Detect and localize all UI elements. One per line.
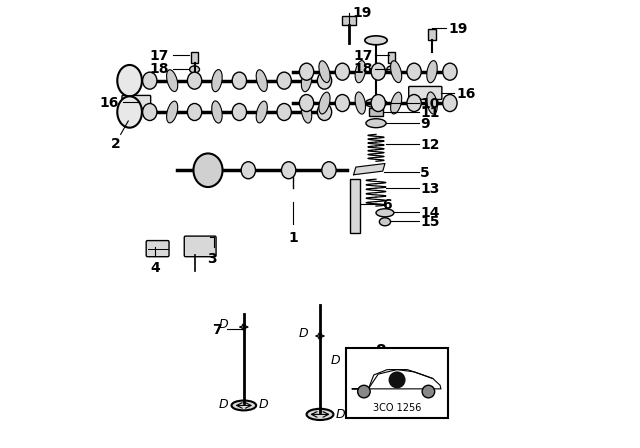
Text: D: D [218,397,228,411]
Ellipse shape [143,103,157,121]
Ellipse shape [365,36,387,45]
Text: 4: 4 [150,261,160,275]
Ellipse shape [117,96,142,128]
Ellipse shape [319,61,330,82]
Ellipse shape [256,70,268,91]
Ellipse shape [189,66,200,73]
Ellipse shape [301,69,312,92]
Polygon shape [352,370,441,389]
Ellipse shape [256,101,268,123]
Text: 13: 13 [420,182,440,196]
Ellipse shape [193,153,223,187]
Ellipse shape [427,92,437,114]
Bar [342,16,356,25]
FancyBboxPatch shape [184,236,216,257]
Polygon shape [353,164,385,175]
Bar [191,52,198,63]
Ellipse shape [277,72,291,89]
FancyBboxPatch shape [409,86,442,99]
Ellipse shape [232,103,246,121]
Ellipse shape [317,72,332,89]
Text: 19: 19 [352,5,372,20]
Ellipse shape [241,162,255,179]
Text: 18: 18 [149,62,168,77]
Text: 7: 7 [212,323,221,337]
FancyBboxPatch shape [122,95,150,108]
Ellipse shape [188,103,202,121]
Text: 12: 12 [420,138,440,152]
Text: 16: 16 [99,95,118,110]
Text: 5: 5 [420,166,430,180]
Ellipse shape [188,72,202,89]
Text: D: D [218,318,228,332]
Text: 11: 11 [420,106,440,121]
Circle shape [422,385,435,398]
Text: 9: 9 [420,117,430,131]
Ellipse shape [166,101,178,123]
Text: 17: 17 [149,49,168,63]
Ellipse shape [407,95,421,112]
Text: D: D [331,354,340,367]
Ellipse shape [301,101,312,123]
Ellipse shape [427,60,437,83]
Bar [388,52,396,63]
Ellipse shape [166,70,178,91]
Ellipse shape [232,401,256,410]
Text: D: D [299,327,308,340]
Circle shape [388,371,406,388]
Ellipse shape [376,209,394,217]
Text: 10: 10 [420,97,440,111]
Text: 15: 15 [420,215,440,229]
Text: 16: 16 [456,86,476,101]
Bar [369,108,383,116]
Bar [351,179,360,233]
Bar [346,348,448,418]
Ellipse shape [143,72,157,89]
Circle shape [358,385,370,398]
Text: 17: 17 [353,49,373,63]
Ellipse shape [212,69,222,92]
Ellipse shape [387,66,397,73]
Bar [428,29,436,40]
Ellipse shape [365,99,387,108]
Text: 3: 3 [207,252,216,266]
FancyBboxPatch shape [146,241,169,257]
Ellipse shape [407,63,421,80]
Ellipse shape [443,63,457,80]
Ellipse shape [319,92,330,114]
Ellipse shape [366,119,386,128]
Ellipse shape [322,162,336,179]
Text: 2: 2 [111,137,121,151]
Text: 18: 18 [353,62,373,77]
Ellipse shape [317,103,332,121]
Ellipse shape [212,101,222,123]
Text: 6: 6 [382,198,392,212]
Text: 1: 1 [288,231,298,245]
Ellipse shape [282,162,296,179]
Ellipse shape [390,61,402,82]
Ellipse shape [443,95,457,112]
Text: D: D [259,397,268,411]
Ellipse shape [380,218,390,226]
Ellipse shape [300,63,314,80]
Ellipse shape [335,63,349,80]
Ellipse shape [390,92,402,114]
Ellipse shape [300,95,314,112]
Text: 14: 14 [420,206,440,220]
Ellipse shape [117,65,142,96]
Text: 8: 8 [375,344,386,359]
Ellipse shape [277,103,291,121]
Text: 19: 19 [448,22,467,36]
Ellipse shape [371,95,385,112]
Ellipse shape [232,72,246,89]
Ellipse shape [371,63,385,80]
Ellipse shape [307,409,333,420]
Ellipse shape [355,92,365,114]
Ellipse shape [335,95,349,112]
Text: 3CO 1256: 3CO 1256 [373,403,421,413]
Ellipse shape [355,60,365,83]
Text: D: D [336,408,346,421]
